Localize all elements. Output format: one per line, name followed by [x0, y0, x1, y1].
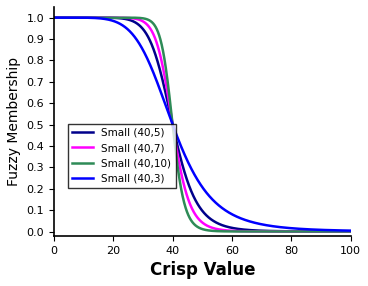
Small (40,10): [348, 230, 353, 233]
Small (40,7): [52, 16, 56, 19]
Line: Small (40,3): Small (40,3): [54, 18, 351, 231]
Small (40,7): [340, 230, 344, 233]
Small (40,5): [348, 230, 353, 233]
Small (40,3): [196, 179, 201, 183]
Small (40,10): [285, 230, 290, 233]
Small (40,7): [188, 203, 192, 206]
Small (40,10): [196, 226, 201, 229]
Small (40,5): [196, 203, 201, 207]
Small (40,5): [285, 230, 290, 233]
Small (40,3): [67, 16, 71, 19]
Small (40,3): [188, 165, 192, 168]
Small (40,3): [52, 16, 56, 19]
Small (40,5): [67, 16, 71, 19]
Y-axis label: Fuzzy Membership: Fuzzy Membership: [7, 57, 21, 186]
Small (40,3): [340, 229, 344, 232]
Small (40,7): [67, 16, 71, 19]
Small (40,10): [67, 16, 71, 19]
Small (40,10): [52, 16, 56, 19]
Small (40,5): [340, 230, 344, 233]
Line: Small (40,7): Small (40,7): [54, 18, 351, 231]
Small (40,10): [340, 230, 344, 233]
Small (40,7): [196, 217, 201, 220]
Small (40,5): [188, 187, 192, 191]
Line: Small (40,10): Small (40,10): [54, 18, 351, 231]
Small (40,3): [348, 229, 353, 232]
Small (40,7): [340, 230, 344, 233]
Small (40,7): [348, 230, 353, 233]
Small (40,10): [340, 230, 344, 233]
Small (40,7): [285, 230, 290, 233]
Small (40,5): [340, 230, 344, 233]
X-axis label: Crisp Value: Crisp Value: [149, 261, 255, 279]
Small (40,3): [340, 229, 344, 232]
Small (40,3): [285, 226, 290, 230]
Legend: Small (40,5), Small (40,7), Small (40,10), Small (40,3): Small (40,5), Small (40,7), Small (40,10…: [68, 124, 176, 188]
Line: Small (40,5): Small (40,5): [54, 18, 351, 231]
Small (40,5): [52, 16, 56, 19]
Small (40,10): [188, 217, 192, 221]
